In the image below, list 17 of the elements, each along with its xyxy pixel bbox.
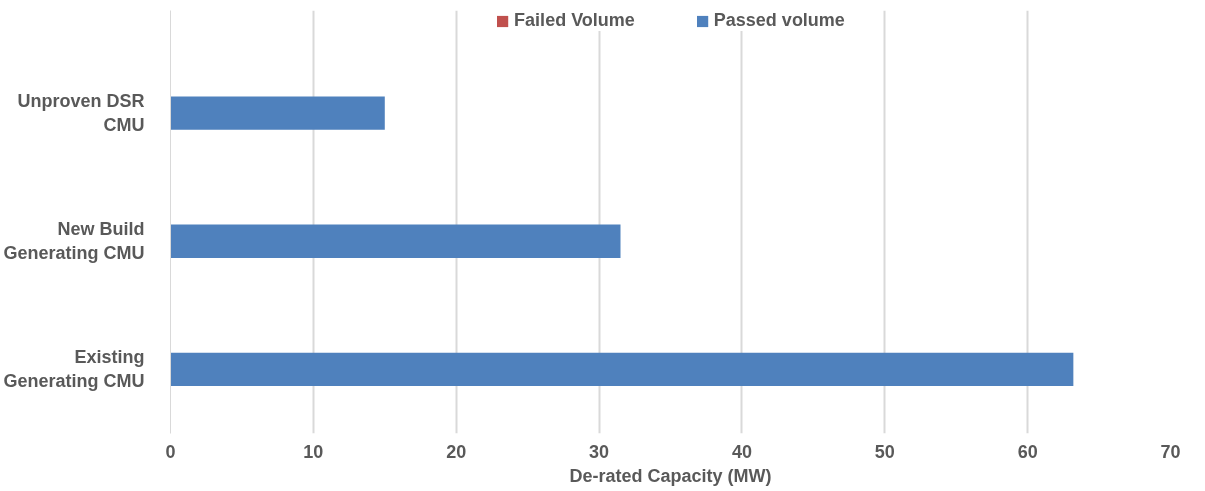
- y-tick-label: Unproven DSR CMU: [17, 91, 145, 136]
- x-axis-title: De-rated Capacity (MW): [569, 465, 772, 486]
- x-tick-label: 60: [1017, 441, 1038, 462]
- legend-label: Failed Volume: [514, 10, 635, 31]
- bar: [170, 224, 621, 258]
- legend-label: Passed volume: [713, 10, 845, 31]
- y-tick-label: Existing Generating CMU: [3, 347, 145, 392]
- x-tick-label: 30: [589, 441, 610, 462]
- y-tick-label: New Build Generating CMU: [3, 219, 145, 264]
- x-tick-label: 70: [1160, 441, 1181, 462]
- bar: [170, 96, 385, 130]
- x-tick-label: 50: [874, 441, 895, 462]
- x-tick-label: 10: [303, 441, 324, 462]
- x-tick-label: 0: [165, 441, 176, 462]
- x-tick-label: 20: [446, 441, 467, 462]
- x-tick-label: 40: [731, 441, 752, 462]
- bar: [170, 352, 1074, 387]
